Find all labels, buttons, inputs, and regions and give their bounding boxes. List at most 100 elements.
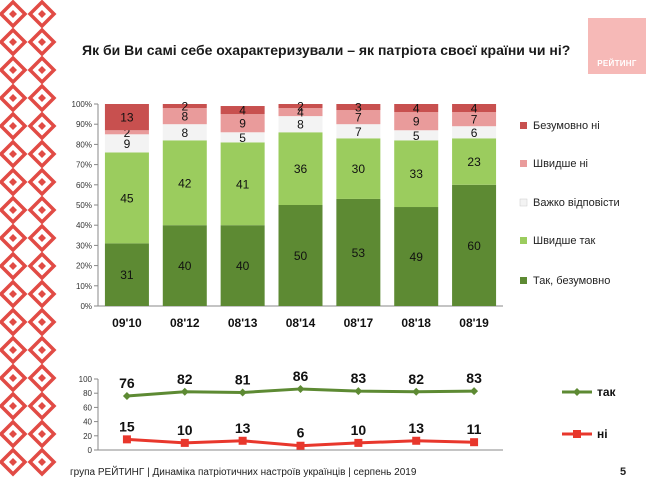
data-point <box>180 387 189 396</box>
legend-label: ні <box>597 427 608 441</box>
ornament-dot <box>38 206 46 214</box>
ornament-diamond <box>27 111 57 141</box>
bar-segment <box>220 114 265 133</box>
ornament-diamond <box>27 223 57 253</box>
ornament-diamond <box>0 419 28 449</box>
data-label: 4 <box>413 102 420 116</box>
data-label: 9 <box>413 115 420 129</box>
bar-segment <box>220 106 265 115</box>
data-label: 13 <box>235 420 251 436</box>
data-label: 10 <box>177 422 193 438</box>
bar-segment <box>220 225 265 306</box>
bar-segment <box>278 116 323 133</box>
ornament-diamond <box>0 335 28 365</box>
y-tick-label: 30% <box>76 241 92 250</box>
data-label: 3 <box>355 101 362 115</box>
y-tick-label: 50% <box>76 201 92 210</box>
data-label: 40 <box>178 259 192 273</box>
bar-segment <box>336 104 381 111</box>
bar-segment <box>394 140 439 208</box>
ornament-dot <box>9 458 17 466</box>
data-point <box>354 438 363 447</box>
data-label: 13 <box>120 111 134 125</box>
bar-segment <box>336 138 381 199</box>
ornament-dot <box>9 206 17 214</box>
x-tick-label: 09'10 <box>112 316 142 330</box>
ornament-diamond <box>0 139 28 169</box>
data-label: 7 <box>471 113 478 127</box>
legend-swatch <box>520 160 527 167</box>
bar-segment <box>162 124 207 141</box>
ornament-diamond <box>0 167 28 197</box>
legend-label: Швидше ні <box>533 158 588 170</box>
data-point <box>122 435 131 444</box>
data-label: 8 <box>181 126 188 140</box>
x-tick-label: 08'18 <box>401 316 431 330</box>
ornament-dot <box>38 150 46 158</box>
bar-segment <box>278 132 323 205</box>
bar-segment <box>104 134 149 153</box>
data-label: 82 <box>408 371 424 387</box>
x-tick-label: 08'13 <box>228 316 258 330</box>
legend-label: Важко відповісти <box>533 197 620 209</box>
ornament-dot <box>38 10 46 18</box>
ornament-diamond <box>27 0 57 29</box>
ornament-diamond <box>27 27 57 57</box>
ornament-dot <box>38 262 46 270</box>
ornament-dot <box>9 290 17 298</box>
ornament-dot <box>9 94 17 102</box>
ornament-dot <box>38 290 46 298</box>
ornament-dot <box>9 234 17 242</box>
data-label: 33 <box>410 167 424 181</box>
ornament-dot <box>38 402 46 410</box>
data-label: 53 <box>352 246 366 260</box>
data-label: 83 <box>351 370 367 386</box>
ornament-diamond <box>0 27 28 57</box>
ornament-diamond <box>27 55 57 85</box>
data-label: 83 <box>466 370 482 386</box>
data-label: 2 <box>297 100 304 114</box>
data-label: 10 <box>351 422 367 438</box>
data-label: 81 <box>235 371 251 387</box>
legend-label: Безумовно ні <box>533 120 600 132</box>
data-label: 5 <box>239 131 246 145</box>
y-tick-label: 90% <box>76 120 92 129</box>
ornament-diamond <box>0 279 28 309</box>
ornament-dot <box>38 318 46 326</box>
bar-chart: 0%10%20%30%40%50%60%70%80%90%100%3145921… <box>72 100 620 330</box>
ornament-diamond <box>27 363 57 393</box>
y-tick-label: 40 <box>83 418 92 427</box>
bar-segment <box>452 112 497 127</box>
page-number: 5 <box>620 466 627 478</box>
ornament-dot <box>38 122 46 130</box>
bar-segment <box>162 108 207 125</box>
data-label: 7 <box>355 111 362 125</box>
x-tick-label: 08'14 <box>286 316 316 330</box>
ornament-diamond <box>27 307 57 337</box>
page-title: Як би Ви самі себе охарактеризували – як… <box>82 42 571 58</box>
y-tick-label: 100 <box>79 375 93 384</box>
ornament-diamond <box>27 251 57 281</box>
ornament-dot <box>9 402 17 410</box>
data-point <box>296 441 305 450</box>
y-tick-label: 80% <box>76 140 92 149</box>
data-label: 41 <box>236 177 250 191</box>
data-label: 4 <box>471 102 478 116</box>
data-point <box>238 388 247 397</box>
ornament-dot <box>38 374 46 382</box>
data-label: 31 <box>120 268 134 282</box>
bar-segment <box>394 207 439 306</box>
ornament-diamond <box>0 251 28 281</box>
ornament-dot <box>9 150 17 158</box>
data-label: 2 <box>181 100 188 114</box>
ornament-dot <box>9 38 17 46</box>
ornament-dot <box>9 346 17 354</box>
y-tick-label: 0 <box>88 446 93 455</box>
data-label: 11 <box>467 421 482 437</box>
ornament-dot <box>9 10 17 18</box>
legend-label: Швидше так <box>533 235 596 247</box>
bar-segment <box>336 110 381 125</box>
ornament-diamond <box>27 335 57 365</box>
data-label: 45 <box>120 191 134 205</box>
ornament-diamond <box>27 167 57 197</box>
